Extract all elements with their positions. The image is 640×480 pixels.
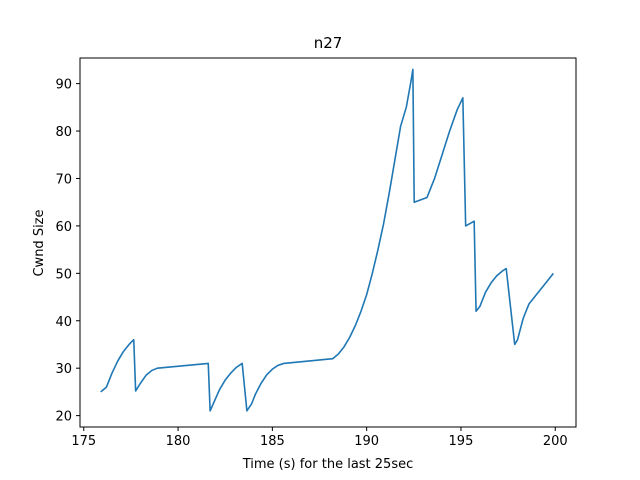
- x-tick-label: 180: [166, 434, 191, 449]
- plot-area: [79, 57, 577, 428]
- y-tick-label: 70: [55, 172, 72, 187]
- y-tick-label: 90: [55, 78, 72, 93]
- y-tick-label: 60: [55, 220, 72, 235]
- y-tick-label: 50: [55, 267, 72, 282]
- x-tick-label: 200: [543, 434, 568, 449]
- x-tick-label: 190: [354, 434, 379, 449]
- x-tick-label: 185: [260, 434, 285, 449]
- y-tick-label: 30: [55, 362, 72, 377]
- series-line: [100, 68, 554, 412]
- chart-title: n27: [314, 34, 343, 52]
- y-tick-label: 80: [55, 125, 72, 140]
- x-tick-label: 175: [71, 434, 96, 449]
- series-layer: [100, 68, 554, 412]
- y-axis-ticks: 20 30 40 50 60 70 80 90: [55, 78, 80, 425]
- y-tick-label: 40: [55, 315, 72, 330]
- y-tick-label: 20: [55, 410, 72, 425]
- x-axis-ticks: 175 180 185 190 195 200: [71, 427, 568, 449]
- y-axis-label: Cwnd Size: [32, 209, 47, 276]
- axes-frame: [79, 57, 577, 428]
- x-tick-label: 195: [449, 434, 474, 449]
- x-axis-label: Time (s) for the last 25sec: [242, 457, 414, 472]
